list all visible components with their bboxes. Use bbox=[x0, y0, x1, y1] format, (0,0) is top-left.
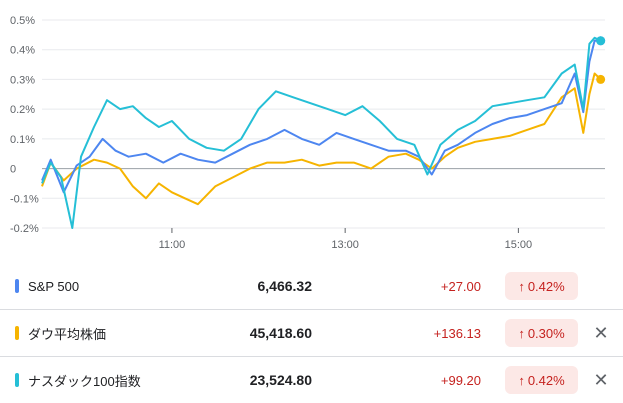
percent-change-badge: ↑ 0.30% bbox=[505, 319, 578, 347]
y-tick-label: 0.2% bbox=[10, 104, 35, 116]
percent-change-badge: ↑ 0.42% bbox=[505, 366, 578, 394]
y-tick-label: 0 bbox=[10, 164, 16, 176]
close-icon[interactable]: ✕ bbox=[593, 323, 609, 343]
grid-layer bbox=[42, 19, 605, 229]
x-tick-label: 13:00 bbox=[331, 239, 359, 251]
index-change: +27.00 bbox=[440, 278, 481, 294]
series-layer bbox=[41, 36, 606, 229]
index-name: ダウ平均株価 bbox=[28, 326, 107, 342]
x-tick-label: 15:00 bbox=[505, 239, 533, 251]
index-change: +136.13 bbox=[433, 325, 481, 341]
close-icon[interactable]: ✕ bbox=[593, 370, 609, 390]
index-name: ナスダック100指数 bbox=[28, 373, 141, 389]
y-axis-labels: 0.5% 0.4% 0.3% 0.2% 0.1% 0 -0.1% -0.2% bbox=[10, 15, 39, 235]
y-tick-label: 0.5% bbox=[10, 15, 35, 27]
sp500-color-swatch bbox=[15, 279, 19, 293]
index-row-nasdaq[interactable]: ナスダック100指数 23,524.80 +99.20 ↑ 0.42% ✕ bbox=[0, 357, 623, 403]
index-row-sp500[interactable]: S&P 500 6,466.32 +27.00 ↑ 0.42% bbox=[0, 263, 623, 310]
y-tick-label: -0.2% bbox=[10, 223, 39, 235]
index-name: S&P 500 bbox=[28, 278, 80, 294]
index-price: 6,466.32 bbox=[257, 278, 313, 294]
index-row-dow[interactable]: ダウ平均株価 45,418.60 +136.13 ↑ 0.30% ✕ bbox=[0, 310, 623, 357]
series-line-2 bbox=[41, 36, 602, 229]
arrow-up-icon: ↑ bbox=[518, 278, 525, 294]
y-tick-label: 0.1% bbox=[10, 134, 35, 146]
index-price: 23,524.80 bbox=[249, 372, 312, 388]
dow-color-swatch bbox=[15, 326, 19, 340]
intraday-chart: 0.5% 0.4% 0.3% 0.2% 0.1% 0 -0.1% -0.2% 11:00 13:… bbox=[10, 15, 606, 251]
arrow-up-icon: ↑ bbox=[518, 372, 525, 388]
percent-change-value: 0.30% bbox=[527, 325, 565, 341]
percent-change-value: 0.42% bbox=[527, 278, 565, 294]
nasdaq-color-swatch bbox=[15, 373, 19, 387]
arrow-up-icon: ↑ bbox=[518, 325, 525, 341]
x-tick-label: 11:00 bbox=[159, 239, 186, 251]
series-line-0 bbox=[41, 72, 602, 206]
index-list: S&P 500 6,466.32 +27.00 ↑ 0.42% ダウ平均株価 4… bbox=[0, 263, 623, 403]
y-tick-label: 0.4% bbox=[10, 45, 35, 57]
series-end-point-2 bbox=[596, 36, 606, 46]
percent-change-badge: ↑ 0.42% bbox=[505, 272, 578, 300]
y-tick-label: 0.3% bbox=[10, 74, 35, 86]
index-change: +99.20 bbox=[440, 372, 481, 388]
percent-change-value: 0.42% bbox=[527, 372, 565, 388]
series-line-1 bbox=[41, 39, 601, 194]
series-end-point-0 bbox=[596, 74, 606, 84]
x-axis-labels: 11:00 13:00 15:00 bbox=[159, 228, 533, 251]
index-price: 45,418.60 bbox=[249, 325, 312, 341]
y-tick-label: -0.1% bbox=[10, 193, 39, 205]
